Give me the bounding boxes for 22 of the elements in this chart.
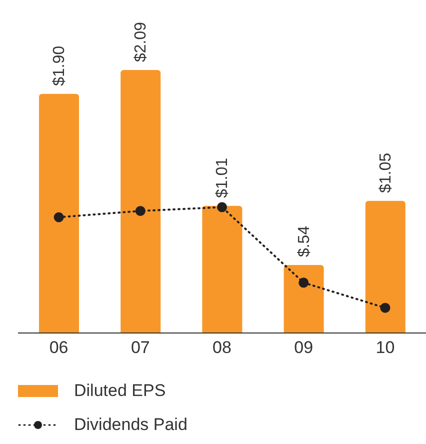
data-label: $.54	[296, 226, 313, 258]
legend-label: Dividends Paid	[74, 415, 188, 435]
point	[54, 212, 64, 222]
data-label: $2.09	[132, 22, 150, 62]
bar	[202, 206, 242, 333]
point	[380, 302, 390, 313]
legend-label: Diluted EPS	[74, 381, 166, 401]
point	[135, 206, 146, 216]
bar	[39, 94, 79, 333]
x-tick-label: 08	[212, 338, 232, 358]
x-tick-label: 07	[130, 338, 150, 358]
point	[298, 278, 309, 288]
point	[217, 202, 227, 212]
data-label: $1.01	[214, 158, 232, 198]
x-tick-label: 09	[294, 338, 314, 358]
x-tick-label: 10	[376, 338, 395, 358]
bar	[284, 265, 324, 333]
data-label: $1.90	[51, 46, 68, 86]
x-tick-label: 06	[49, 338, 68, 358]
bar	[120, 70, 161, 333]
data-label: $1.05	[377, 152, 394, 193]
bar	[365, 200, 406, 333]
